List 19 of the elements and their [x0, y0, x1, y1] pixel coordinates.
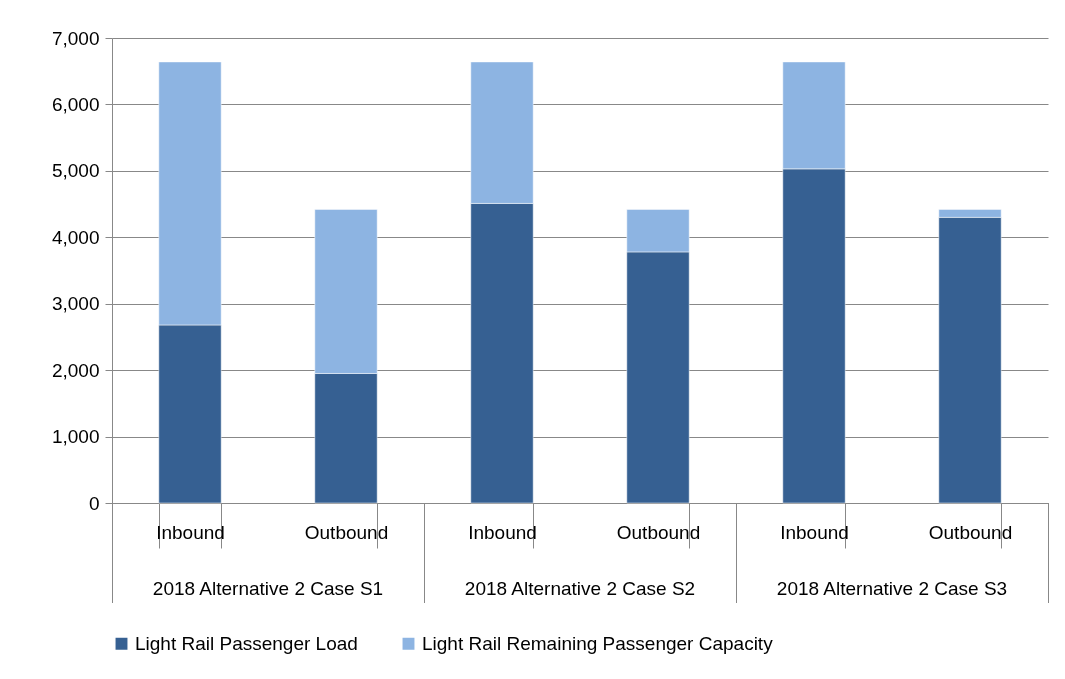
- text: 2018 Alternative 2 Case S3: [776, 578, 1008, 600]
- legend-label: Light Rail Passenger Load: [135, 632, 358, 654]
- x-tick-label: Outbound: [616, 521, 701, 543]
- y-tick-label: 7,000: [51, 27, 100, 49]
- x-tick-label: Outbound: [928, 521, 1013, 543]
- y-tick-label: 6,000: [51, 93, 100, 115]
- y-tick-label: 3,000: [51, 293, 100, 315]
- text: 2018 Alternative 2 Case S1: [152, 578, 384, 600]
- legend-label: Light Rail Remaining Passenger Capacity: [422, 632, 774, 654]
- y-tick-label: 1,000: [51, 426, 100, 448]
- x-tick-label: Inbound: [780, 521, 849, 543]
- text: 2018 Alternative 2 Case S2: [464, 578, 696, 600]
- y-tick-label: 0: [88, 492, 100, 514]
- y-tick-label: 5,000: [51, 160, 100, 182]
- x-tick-label: Inbound: [156, 521, 225, 543]
- y-tick-label: 4,000: [51, 226, 100, 248]
- y-tick-label: 2,000: [51, 359, 100, 381]
- x-tick-label: Outbound: [304, 521, 389, 543]
- x-tick-label: Inbound: [468, 521, 537, 543]
